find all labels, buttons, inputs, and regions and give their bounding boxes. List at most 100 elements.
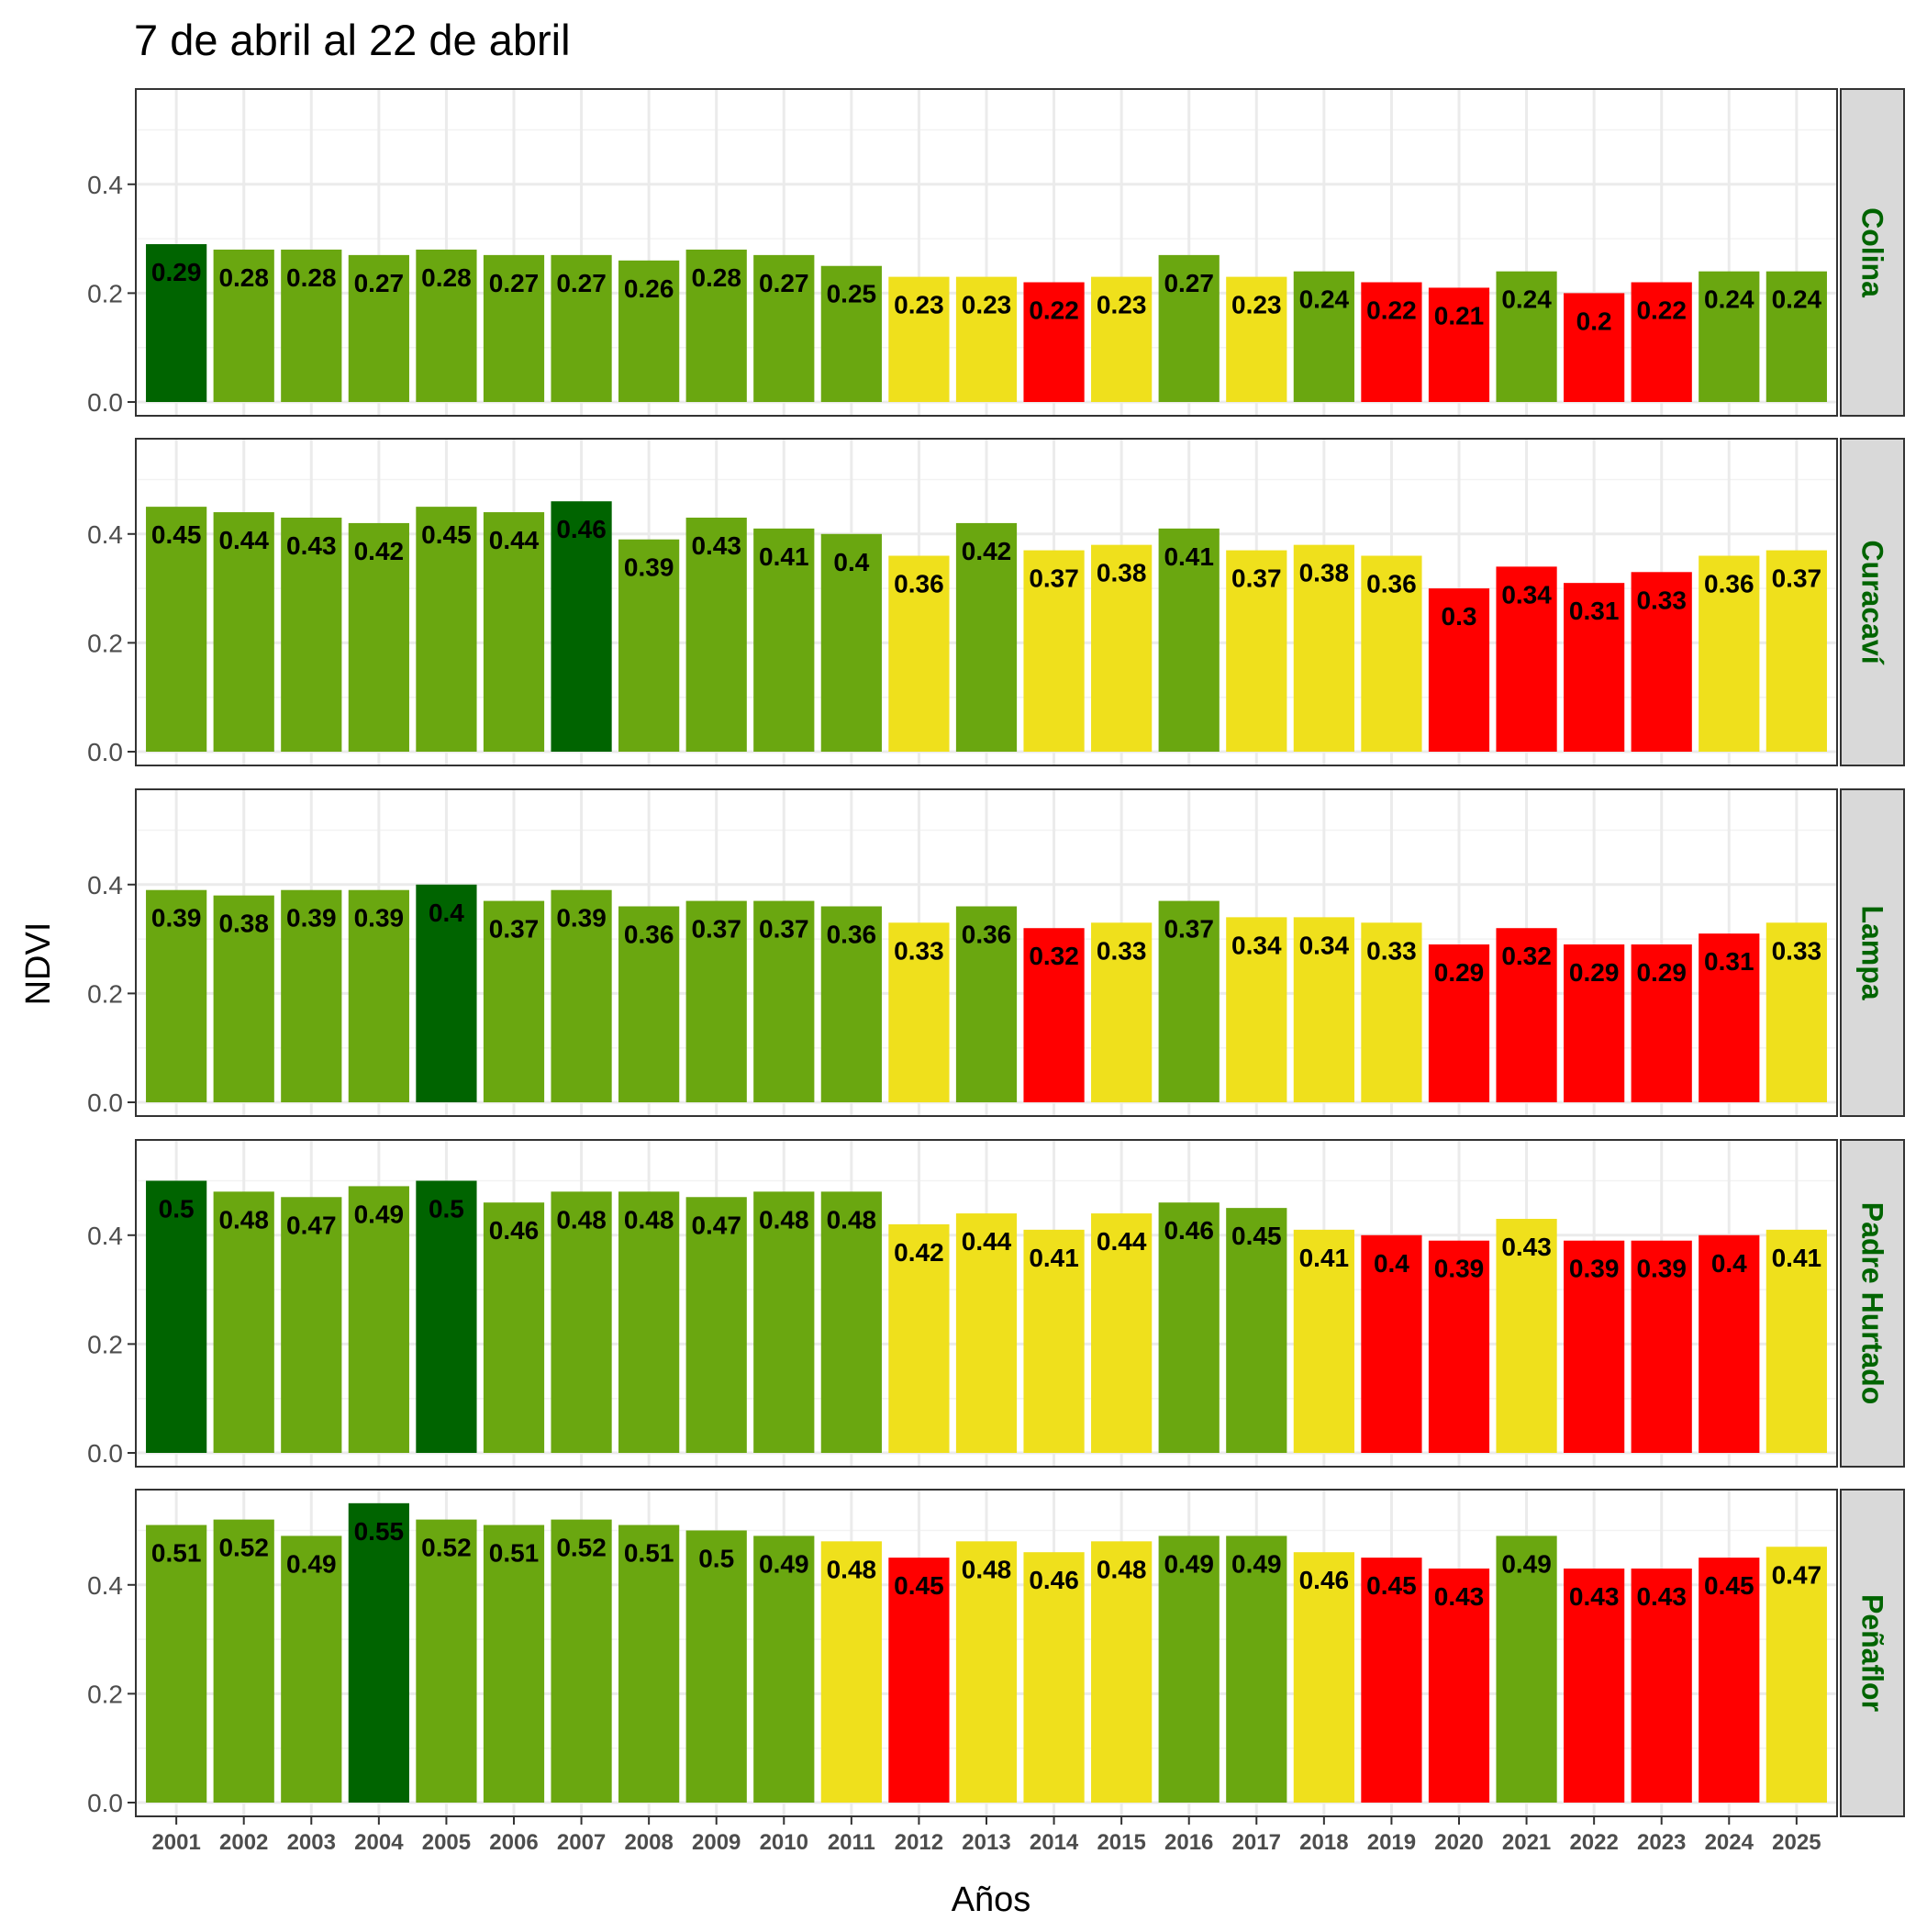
bar-2002 bbox=[213, 1519, 274, 1803]
facet-panel-5: 0.51 0.52 0.49 0.55 0.52 0.51 0.52 0.51 0.5 0.49 0… bbox=[87, 1489, 1905, 1817]
facet-panel-1: 0.29 0.28 0.28 0.27 0.28 0.27 0.27 0.26 0.28 0.27… bbox=[87, 88, 1905, 417]
data-label: 0.39 bbox=[1636, 1255, 1687, 1283]
data-label: 0.28 bbox=[691, 263, 741, 292]
bar-2012 bbox=[888, 1223, 950, 1453]
data-label: 0.45 bbox=[894, 1571, 944, 1600]
data-label: 0.5 bbox=[159, 1194, 195, 1223]
bar-2013 bbox=[955, 906, 1018, 1102]
bar-2025 bbox=[1765, 1229, 1827, 1453]
bar-2003 bbox=[281, 517, 342, 752]
x-tick-label: 2019 bbox=[1367, 1830, 1416, 1855]
bar-2009 bbox=[685, 1197, 747, 1453]
bar-2024 bbox=[1699, 555, 1760, 752]
bar-2006 bbox=[483, 254, 545, 402]
bar-2006 bbox=[483, 900, 545, 1102]
data-label: 0.37 bbox=[1231, 564, 1282, 593]
data-label: 0.33 bbox=[1366, 936, 1417, 965]
data-label: 0.5 bbox=[429, 1194, 464, 1223]
bar-2004 bbox=[348, 1186, 409, 1453]
data-label: 0.46 bbox=[1299, 1566, 1350, 1594]
bar-2008 bbox=[618, 906, 680, 1102]
bar-2013 bbox=[955, 1213, 1018, 1453]
bar-2010 bbox=[753, 528, 815, 752]
data-label: 0.46 bbox=[556, 515, 607, 543]
data-label: 0.45 bbox=[1704, 1571, 1754, 1600]
data-label: 0.24 bbox=[1772, 285, 1822, 314]
y-axis-title: NDVI bbox=[19, 922, 58, 1006]
data-label: 0.39 bbox=[624, 553, 674, 582]
bar-2002 bbox=[213, 895, 274, 1102]
facet-strip bbox=[1840, 1489, 1905, 1817]
y-tick-label: 0.2 bbox=[87, 279, 123, 307]
data-label: 0.23 bbox=[894, 291, 944, 319]
bar-2007 bbox=[551, 889, 612, 1102]
bar-2008 bbox=[618, 1191, 680, 1453]
bar-2013 bbox=[955, 276, 1018, 402]
data-label: 0.36 bbox=[827, 921, 877, 949]
bar-2019 bbox=[1361, 922, 1422, 1102]
data-label: 0.23 bbox=[1231, 291, 1282, 319]
y-tick-label: 0.2 bbox=[87, 1330, 123, 1358]
bar-2014 bbox=[1023, 550, 1085, 752]
bar-2004 bbox=[348, 254, 409, 402]
bar-2018 bbox=[1293, 917, 1354, 1102]
bar-2004 bbox=[348, 522, 409, 752]
data-label: 0.27 bbox=[759, 269, 809, 297]
data-label: 0.25 bbox=[827, 280, 877, 308]
data-label: 0.45 bbox=[421, 520, 472, 549]
data-label: 0.41 bbox=[1772, 1244, 1822, 1272]
data-label: 0.36 bbox=[1366, 570, 1417, 598]
bar-2013 bbox=[955, 522, 1018, 752]
data-label: 0.23 bbox=[962, 291, 1012, 319]
x-tick-label: 2020 bbox=[1434, 1830, 1483, 1855]
data-label: 0.41 bbox=[1299, 1244, 1350, 1272]
x-tick-label: 2001 bbox=[151, 1830, 200, 1855]
data-label: 0.29 bbox=[151, 258, 202, 286]
bar-2005 bbox=[416, 1519, 477, 1803]
data-label: 0.37 bbox=[489, 915, 540, 944]
data-label: 0.28 bbox=[286, 263, 337, 292]
x-axis-title: Años bbox=[952, 1881, 1031, 1919]
data-label: 0.49 bbox=[1501, 1549, 1552, 1578]
bar-2003 bbox=[281, 1536, 342, 1803]
data-label: 0.45 bbox=[151, 520, 202, 549]
x-tick-label: 2009 bbox=[692, 1830, 741, 1855]
x-tick-label: 2016 bbox=[1164, 1830, 1213, 1855]
bar-2021 bbox=[1496, 1218, 1557, 1453]
bar-2004 bbox=[348, 1502, 409, 1803]
bar-2005 bbox=[416, 507, 477, 752]
bar-2001 bbox=[146, 244, 207, 402]
data-label: 0.46 bbox=[1164, 1216, 1214, 1245]
data-label: 0.4 bbox=[833, 548, 869, 576]
facet-panel-3: 0.39 0.38 0.39 0.39 0.4 0.37 0.39 0.36 0.37 0.37 0… bbox=[87, 788, 1905, 1117]
bar-2019 bbox=[1361, 282, 1422, 402]
bar-2024 bbox=[1699, 271, 1760, 402]
data-label: 0.43 bbox=[691, 531, 741, 560]
facet-strip-label: Padre Hurtado bbox=[1856, 1202, 1889, 1404]
data-label: 0.32 bbox=[1029, 942, 1079, 970]
x-tick-label: 2008 bbox=[624, 1830, 673, 1855]
bar-2002 bbox=[213, 249, 274, 402]
bar-2019 bbox=[1361, 555, 1422, 752]
data-label: 0.55 bbox=[354, 1517, 405, 1546]
panel-border bbox=[135, 438, 1838, 766]
bar-2015 bbox=[1091, 922, 1153, 1102]
facet-strip bbox=[1840, 438, 1905, 766]
bar-2018 bbox=[1293, 1229, 1354, 1453]
data-label: 0.4 bbox=[1711, 1249, 1747, 1278]
facet-strip-label: Peñaflor bbox=[1856, 1594, 1889, 1712]
y-tick-label: 0.2 bbox=[87, 979, 123, 1008]
bar-2005 bbox=[416, 884, 477, 1102]
bar-2015 bbox=[1091, 544, 1153, 752]
bar-2011 bbox=[820, 533, 882, 752]
data-label: 0.27 bbox=[354, 269, 405, 297]
data-label: 0.47 bbox=[1772, 1560, 1822, 1589]
bar-2001 bbox=[146, 507, 207, 752]
bar-2010 bbox=[753, 1536, 815, 1803]
data-label: 0.24 bbox=[1704, 285, 1754, 314]
bar-2007 bbox=[551, 254, 612, 402]
bar-2024 bbox=[1699, 1558, 1760, 1803]
x-tick-label: 2022 bbox=[1569, 1830, 1618, 1855]
